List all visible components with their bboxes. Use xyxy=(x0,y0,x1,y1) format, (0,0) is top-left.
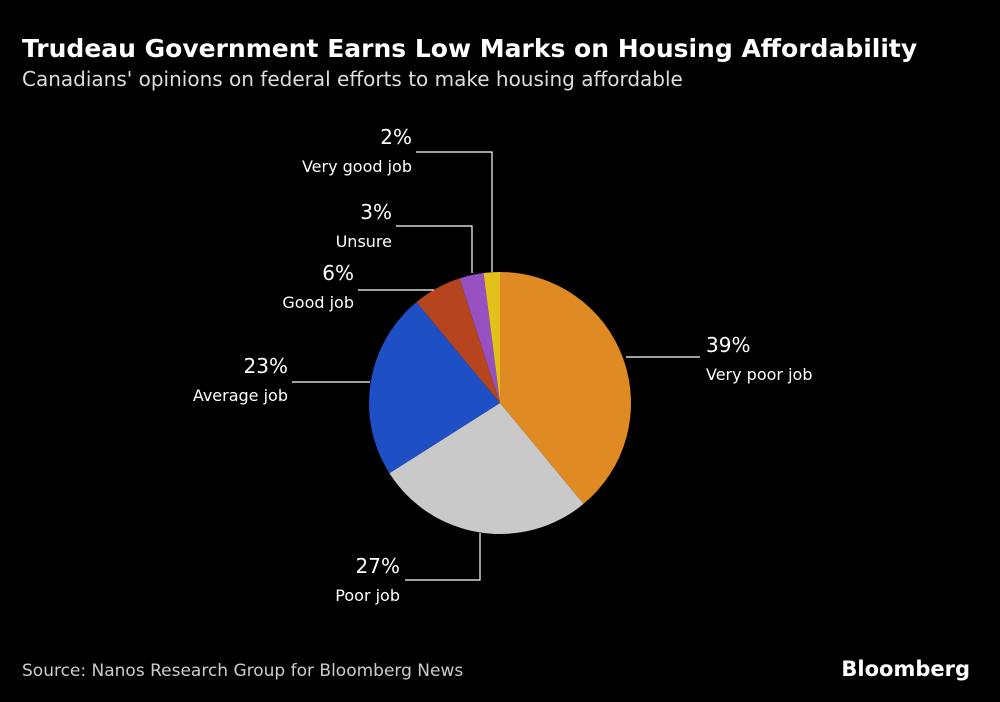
category-label: Good job xyxy=(282,293,354,312)
value-label: 27% xyxy=(356,554,400,578)
value-label: 3% xyxy=(360,200,392,224)
pie-slice xyxy=(500,272,631,504)
leader-line xyxy=(405,533,481,581)
category-label: Poor job xyxy=(335,586,400,605)
category-label: Average job xyxy=(193,386,288,405)
category-label: Very good job xyxy=(302,157,412,176)
pie-slice xyxy=(369,302,500,474)
chart-title: Trudeau Government Earns Low Marks on Ho… xyxy=(22,34,917,63)
brand-logo: Bloomberg xyxy=(841,657,970,681)
category-label: Very poor job xyxy=(706,365,812,384)
category-label: Unsure xyxy=(336,232,392,251)
leader-line xyxy=(416,151,493,272)
value-label: 39% xyxy=(706,333,750,357)
pie-slice xyxy=(459,273,500,403)
value-label: 6% xyxy=(322,261,354,285)
pie-slice xyxy=(389,403,584,534)
pie-slice xyxy=(483,272,500,403)
source: Source: Nanos Research Group for Bloombe… xyxy=(22,661,463,681)
pie-slice xyxy=(416,278,500,403)
chart-subtitle: Canadians' opinions on federal efforts t… xyxy=(22,67,683,91)
leader-line xyxy=(396,225,473,273)
value-label: 2% xyxy=(380,125,412,149)
value-label: 23% xyxy=(244,354,288,378)
